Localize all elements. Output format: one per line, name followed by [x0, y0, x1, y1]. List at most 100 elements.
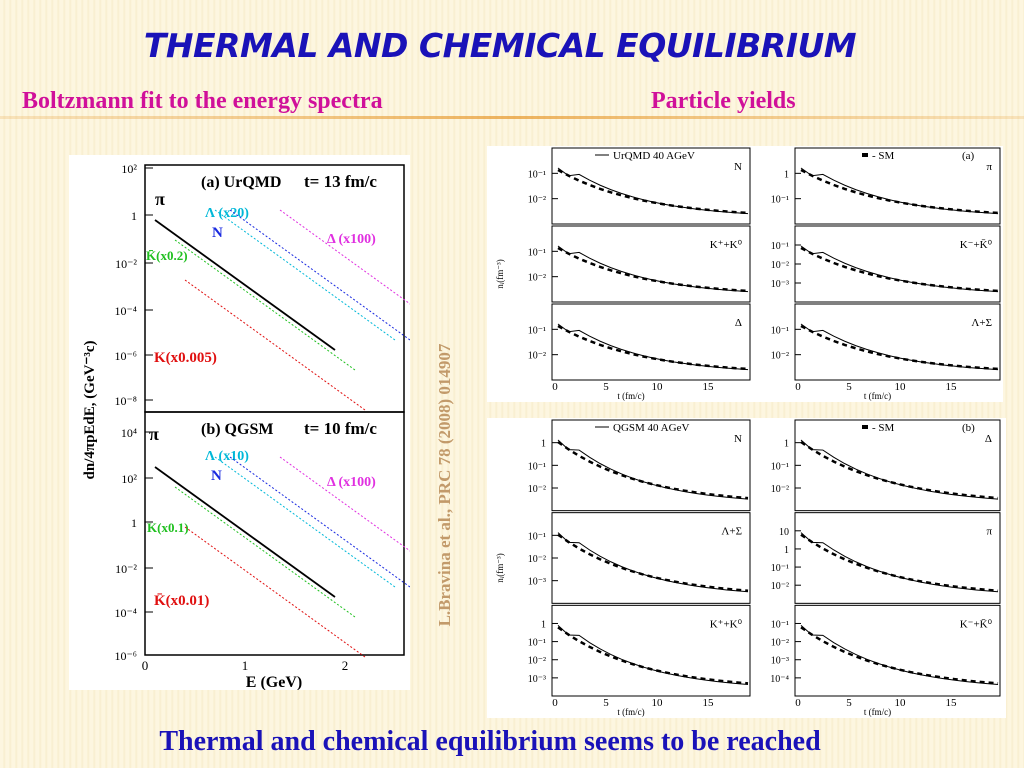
- model-curve: [557, 532, 749, 593]
- y-tick-label: 10⁻¹: [771, 195, 789, 206]
- y-tick-label: 10⁻¹: [528, 531, 546, 542]
- y-axis-label: nᵢ(fm⁻³): [495, 553, 505, 582]
- fit-line: [229, 456, 410, 588]
- model-curve: [800, 439, 999, 500]
- cell-frame: [794, 604, 1001, 697]
- model-curve: [557, 167, 749, 215]
- model-curve: [557, 439, 749, 500]
- y-tick-label: 10⁻³: [771, 279, 789, 290]
- y-tick-label: 10⁻²: [528, 554, 546, 565]
- y-tick-label: 10⁻¹: [771, 619, 789, 630]
- cell-frame: [551, 303, 751, 381]
- x-tick-label: 5: [846, 381, 852, 393]
- fit-line: [184, 526, 366, 658]
- y-tick-label: 1: [784, 169, 789, 180]
- divider: [0, 116, 1024, 119]
- y-tick-label: 1: [784, 439, 789, 450]
- y-tick-label: 10⁻¹: [771, 241, 789, 252]
- model-curve: [800, 532, 999, 593]
- x-tick-label: 15: [703, 381, 715, 393]
- y-axis-label: nᵢ(fm⁻³): [495, 259, 505, 288]
- y-tick-label: 10⁻⁶: [114, 649, 137, 663]
- y-tick-label: 10⁻²: [528, 195, 546, 206]
- y-tick-label: 10⁻²: [771, 484, 789, 495]
- panel-label: (a) UrQMD: [201, 174, 281, 191]
- x-tick-label: 0: [552, 381, 558, 393]
- y-tick-label: 10: [779, 527, 789, 538]
- y-tick-label: 10⁴: [121, 426, 137, 440]
- y-tick-label: 10⁻¹: [771, 461, 789, 472]
- y-tick-label: 1: [131, 209, 137, 223]
- series-annotation: π: [149, 424, 159, 444]
- model-curve: [800, 323, 999, 371]
- cell-frame: [794, 225, 1001, 303]
- x-tick-label: 15: [946, 381, 958, 393]
- y-tick-label: 10⁻³: [528, 577, 546, 588]
- y-tick-label: 10⁻⁶: [114, 349, 137, 363]
- sm-curve: [557, 168, 749, 215]
- x-tick-label: 0: [795, 381, 801, 393]
- footer: Thermal and chemical equilibrium seems t…: [159, 726, 821, 757]
- y-tick-label: 10⁻²: [771, 581, 789, 592]
- y-tick-label: 1: [541, 619, 546, 630]
- model-curve: [557, 245, 749, 293]
- x-axis-label: t (fm/c): [617, 707, 644, 717]
- y-tick-label: 10⁻¹: [771, 563, 789, 574]
- y-tick-label: 10⁻⁴: [114, 606, 137, 620]
- cell-label: K⁻+K̄⁰: [960, 239, 993, 251]
- x-tick-label: 10: [895, 381, 907, 393]
- panel-label: (b) QGSM: [201, 421, 273, 438]
- fit-line: [214, 209, 396, 341]
- series-annotation: N: [211, 468, 222, 484]
- fit-line: [154, 219, 336, 351]
- sm-curve: [800, 246, 999, 293]
- subtitle: Boltzmann fit to the energy spectra: [22, 88, 383, 114]
- sm-curve: [800, 626, 999, 685]
- y-tick-label: 1: [131, 516, 137, 530]
- model-curve: [800, 245, 999, 293]
- sm-curve: [557, 626, 749, 685]
- x-axis-label: t (fm/c): [864, 707, 891, 717]
- panel-time: t= 13 fm/c: [304, 172, 377, 191]
- cell-label: Δ: [735, 317, 742, 329]
- y-tick-label: 10⁻⁴: [114, 304, 137, 318]
- x-tick-label: 2: [342, 658, 349, 673]
- cell-label: N: [734, 433, 742, 445]
- sm-curve: [800, 324, 999, 371]
- citation: L.Bravina et al., PRC 78 (2008) 014907: [435, 343, 454, 627]
- cell-frame: [551, 604, 751, 697]
- series-annotation: π: [155, 189, 165, 209]
- sm-curve: [800, 533, 999, 592]
- series-annotation: K̄(x0.01): [154, 593, 209, 609]
- cell-label: π: [986, 161, 992, 173]
- model-curve: [557, 624, 749, 685]
- fit-line: [184, 279, 366, 411]
- x-tick-label: 5: [603, 381, 609, 393]
- legend-sm: - SM: [872, 422, 895, 434]
- sm-curve: [557, 324, 749, 371]
- subtitle: Particle yields: [651, 88, 796, 114]
- x-tick-label: 0: [795, 697, 801, 709]
- y-tick-label: 10⁻⁴: [770, 674, 789, 685]
- cell-label: K⁺+K⁰: [710, 239, 743, 251]
- y-tick-label: 10⁻¹: [771, 325, 789, 336]
- y-tick-label: 10²: [121, 162, 137, 176]
- y-tick-label: 10⁻²: [115, 562, 137, 576]
- cell-label: Λ+Σ: [971, 317, 992, 329]
- cell-label: N: [734, 161, 742, 173]
- energy-spectra-figure: (a) UrQMD t= 13 fm/c 10² 1 10⁻² 10⁻⁴ 10⁻⁶ 10⁻⁸ π…: [69, 155, 410, 690]
- cell-frame: [551, 225, 751, 303]
- plot-frame: [144, 411, 405, 656]
- y-tick-label: 10⁻²: [528, 273, 546, 284]
- model-curve: [557, 323, 749, 371]
- cell-frame: [551, 147, 751, 225]
- fit-line: [229, 209, 410, 341]
- x-tick-label: 1: [242, 658, 249, 673]
- y-tick-label: 10⁻²: [528, 351, 546, 362]
- fit-line: [154, 466, 336, 598]
- panel-label: (b): [962, 422, 975, 434]
- cell-label: K⁺+K⁰: [710, 618, 743, 630]
- cell-frame: [794, 303, 1001, 381]
- panel-time: t= 10 fm/c: [304, 419, 377, 438]
